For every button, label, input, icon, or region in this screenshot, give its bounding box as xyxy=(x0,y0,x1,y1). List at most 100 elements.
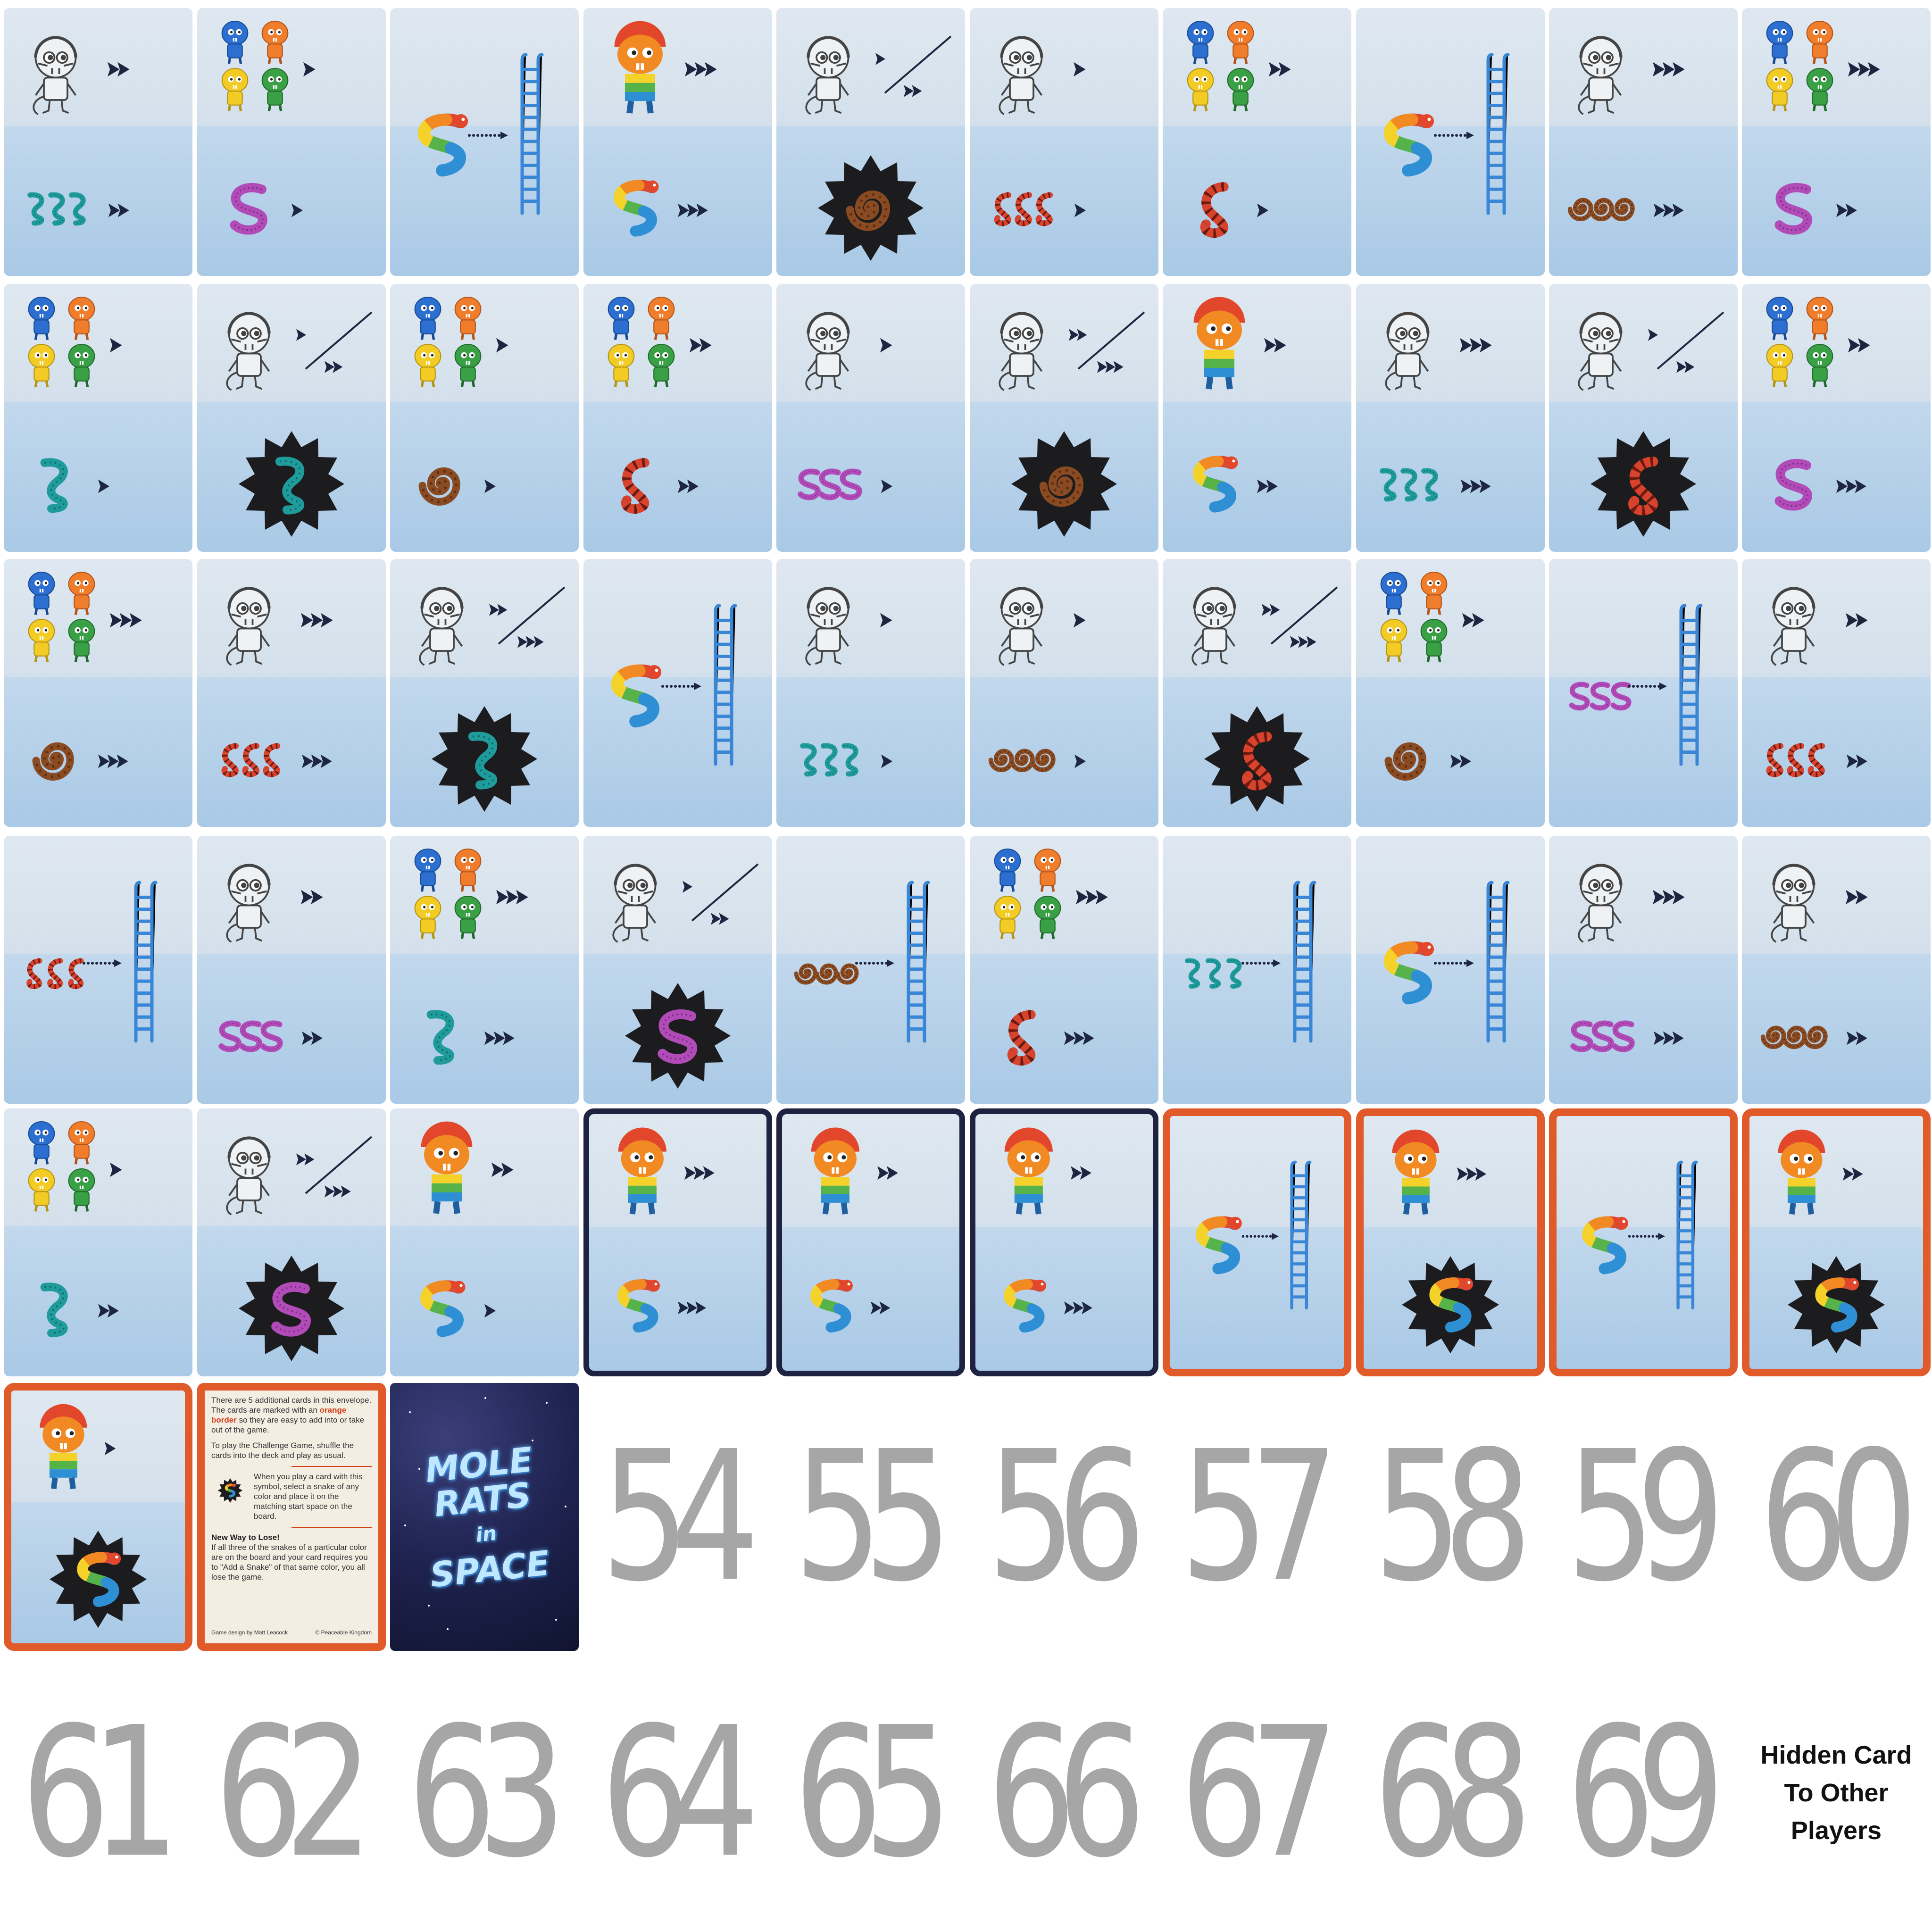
game-card[interactable] xyxy=(1742,836,1931,1104)
game-card[interactable] xyxy=(1549,284,1738,552)
game-card[interactable] xyxy=(1163,836,1351,1104)
game-card[interactable] xyxy=(970,8,1158,276)
astronaut-icon xyxy=(776,559,965,693)
slot-number: 66 xyxy=(987,1688,1146,1897)
game-card[interactable] xyxy=(1742,559,1931,827)
game-card[interactable] xyxy=(4,8,192,276)
game-card[interactable] xyxy=(1742,1108,1931,1376)
game-card[interactable] xyxy=(970,284,1158,552)
snake-icon xyxy=(4,693,192,827)
card-slot-39 xyxy=(1547,833,1740,1107)
game-card[interactable] xyxy=(1356,559,1545,827)
card-slot-48 xyxy=(1354,1105,1547,1380)
game-card[interactable] xyxy=(1356,836,1545,1104)
game-card[interactable] xyxy=(1163,559,1351,827)
game-card[interactable] xyxy=(1356,1108,1545,1376)
game-card[interactable] xyxy=(970,1108,1158,1376)
rainbow-rat-icon xyxy=(390,1108,579,1242)
game-card[interactable] xyxy=(583,559,772,827)
snake-icon xyxy=(970,970,1158,1104)
rainbow-rat-icon xyxy=(11,1391,185,1517)
game-card[interactable] xyxy=(4,1383,192,1651)
star-icon xyxy=(404,1524,406,1526)
card-slot-9 xyxy=(1547,5,1740,279)
game-card[interactable] xyxy=(4,1108,192,1376)
snake-icon xyxy=(583,418,772,552)
four-rats-icon xyxy=(1356,559,1545,693)
game-card[interactable] xyxy=(776,1108,965,1376)
game-card[interactable] xyxy=(583,284,772,552)
rules-card[interactable]: There are 5 additional cards in this env… xyxy=(197,1383,386,1651)
game-card[interactable] xyxy=(197,559,386,827)
game-card[interactable] xyxy=(1356,284,1545,552)
game-card[interactable] xyxy=(1163,1108,1351,1376)
snake-icon xyxy=(970,142,1158,276)
burst-snake-icon xyxy=(197,1242,386,1376)
game-card[interactable] xyxy=(4,284,192,552)
burst-snake-icon xyxy=(776,142,965,276)
game-card[interactable] xyxy=(390,559,579,827)
card-back[interactable]: MOLE RATS in SPACE xyxy=(390,1383,579,1651)
slot-number: 59 xyxy=(1566,1412,1725,1621)
game-card[interactable] xyxy=(1742,284,1931,552)
rules-play: To play the Challenge Game, shuffle the … xyxy=(211,1441,354,1460)
astronaut-icon xyxy=(1356,284,1545,418)
slot-number: 69 xyxy=(1566,1688,1725,1897)
game-card[interactable] xyxy=(1549,1108,1738,1376)
empty-slot: 60 xyxy=(1740,1380,1932,1654)
rainbow-rat-icon xyxy=(1749,1116,1923,1242)
slot-number: 63 xyxy=(407,1688,566,1897)
credit-design: Game design by Matt Leacock xyxy=(211,1629,288,1636)
game-card[interactable] xyxy=(390,8,579,276)
game-card[interactable] xyxy=(4,836,192,1104)
snake-icon xyxy=(197,142,386,276)
snake-icon xyxy=(1549,970,1738,1104)
game-card[interactable] xyxy=(776,284,965,552)
astronaut-split-icon xyxy=(1163,559,1351,693)
game-card[interactable] xyxy=(970,836,1158,1104)
card-slot-14 xyxy=(582,281,774,555)
game-card[interactable] xyxy=(1549,559,1738,827)
game-card[interactable] xyxy=(583,1108,772,1376)
burst-snake-icon xyxy=(1549,418,1738,552)
game-card[interactable] xyxy=(583,836,772,1104)
card-slot-21 xyxy=(2,556,194,830)
game-card[interactable] xyxy=(197,1108,386,1376)
game-card[interactable] xyxy=(1742,8,1931,276)
game-card[interactable] xyxy=(776,8,965,276)
snake-icon xyxy=(1356,418,1545,552)
game-card[interactable] xyxy=(583,8,772,276)
game-card[interactable] xyxy=(197,8,386,276)
snake-icon xyxy=(197,693,386,827)
rules-divider xyxy=(291,1466,372,1467)
game-card[interactable] xyxy=(970,559,1158,827)
four-rats-icon xyxy=(197,8,386,142)
game-card[interactable] xyxy=(197,836,386,1104)
game-card[interactable] xyxy=(4,559,192,827)
game-card[interactable] xyxy=(1356,8,1545,276)
card-slot-42 xyxy=(195,1105,388,1380)
empty-slot: 54 xyxy=(582,1380,774,1654)
empty-slot: 68 xyxy=(1354,1656,1547,1930)
astronaut-icon xyxy=(776,284,965,418)
game-card[interactable] xyxy=(776,836,965,1104)
game-card[interactable] xyxy=(776,559,965,827)
game-card[interactable] xyxy=(390,284,579,552)
burst-snake-icon xyxy=(1163,693,1351,827)
game-card[interactable] xyxy=(1549,836,1738,1104)
astronaut-split-icon xyxy=(197,1108,386,1242)
game-card[interactable] xyxy=(1163,284,1351,552)
card-slot-24 xyxy=(582,556,774,830)
game-card[interactable] xyxy=(1549,8,1738,276)
hidden-card-slot: Hidden Card To Other Players xyxy=(1740,1656,1932,1930)
game-card[interactable] xyxy=(390,836,579,1104)
game-card[interactable] xyxy=(390,1108,579,1376)
snake-icon xyxy=(390,970,579,1104)
slot-number: 58 xyxy=(1373,1412,1532,1621)
game-card[interactable] xyxy=(197,284,386,552)
card-slot-52: There are 5 additional cards in this env… xyxy=(195,1380,388,1654)
empty-slot: 62 xyxy=(195,1656,388,1930)
game-card[interactable] xyxy=(1163,8,1351,276)
snake-icon xyxy=(1163,418,1351,552)
